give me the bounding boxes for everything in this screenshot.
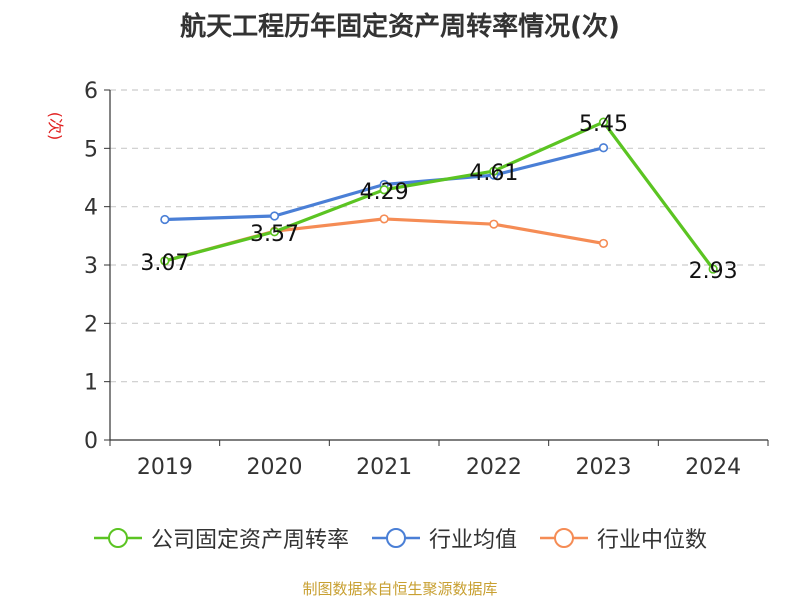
data-point xyxy=(598,238,609,249)
y-tick-label: 3 xyxy=(84,254,98,279)
y-tick-label: 5 xyxy=(84,137,98,162)
x-tick-label: 2024 xyxy=(685,455,741,480)
x-tick-label: 2020 xyxy=(247,455,303,480)
data-point xyxy=(598,117,609,127)
chart-title: 航天工程历年固定资产周转率情况(次) xyxy=(180,12,620,42)
data-point xyxy=(160,256,170,266)
data-point xyxy=(489,219,499,229)
legend-line-icon xyxy=(540,528,588,548)
series-line xyxy=(164,217,604,263)
legend-label: 行业中位数 xyxy=(597,528,708,553)
x-tick-label: 2023 xyxy=(576,455,632,480)
data-label: 4.61 xyxy=(469,161,518,186)
series-line xyxy=(164,120,715,271)
x-tick-label: 2019 xyxy=(137,455,193,480)
data-label: 4.29 xyxy=(360,180,409,205)
legend-label: 行业均值 xyxy=(428,528,517,553)
legend-line-icon xyxy=(371,528,420,548)
legend-label: 公司固定资产周转率 xyxy=(150,528,349,553)
data-point xyxy=(269,211,280,221)
data-point xyxy=(269,227,280,237)
legend-item[interactable]: 行业中位数 xyxy=(539,522,707,554)
legend-line-icon xyxy=(93,528,142,548)
y-axis-label: (次) xyxy=(46,112,65,141)
legend: 公司固定资产周转率 行业均值 行业中位数 xyxy=(0,520,800,556)
y-tick-label: 1 xyxy=(84,371,98,396)
data-source-note: 制图数据来自恒生聚源数据库 xyxy=(302,580,498,598)
data-label: 2.93 xyxy=(689,259,738,284)
data-point xyxy=(598,143,609,153)
y-tick-label: 0 xyxy=(84,429,98,454)
data-point xyxy=(489,166,499,176)
data-point xyxy=(379,185,389,195)
x-tick-label: 2021 xyxy=(356,455,412,480)
data-label: 3.07 xyxy=(140,251,189,276)
y-tick-label: 4 xyxy=(84,196,98,221)
data-point xyxy=(708,264,718,274)
data-label: 3.57 xyxy=(250,222,299,247)
data-point xyxy=(379,214,389,224)
legend-item[interactable]: 行业均值 xyxy=(371,522,517,554)
y-tick-label: 6 xyxy=(84,79,98,104)
legend-item[interactable]: 公司固定资产周转率 xyxy=(93,522,349,554)
data-label: 5.45 xyxy=(579,112,628,137)
data-point xyxy=(160,214,170,225)
x-tick-label: 2022 xyxy=(466,455,522,480)
y-tick-label: 2 xyxy=(84,312,98,337)
